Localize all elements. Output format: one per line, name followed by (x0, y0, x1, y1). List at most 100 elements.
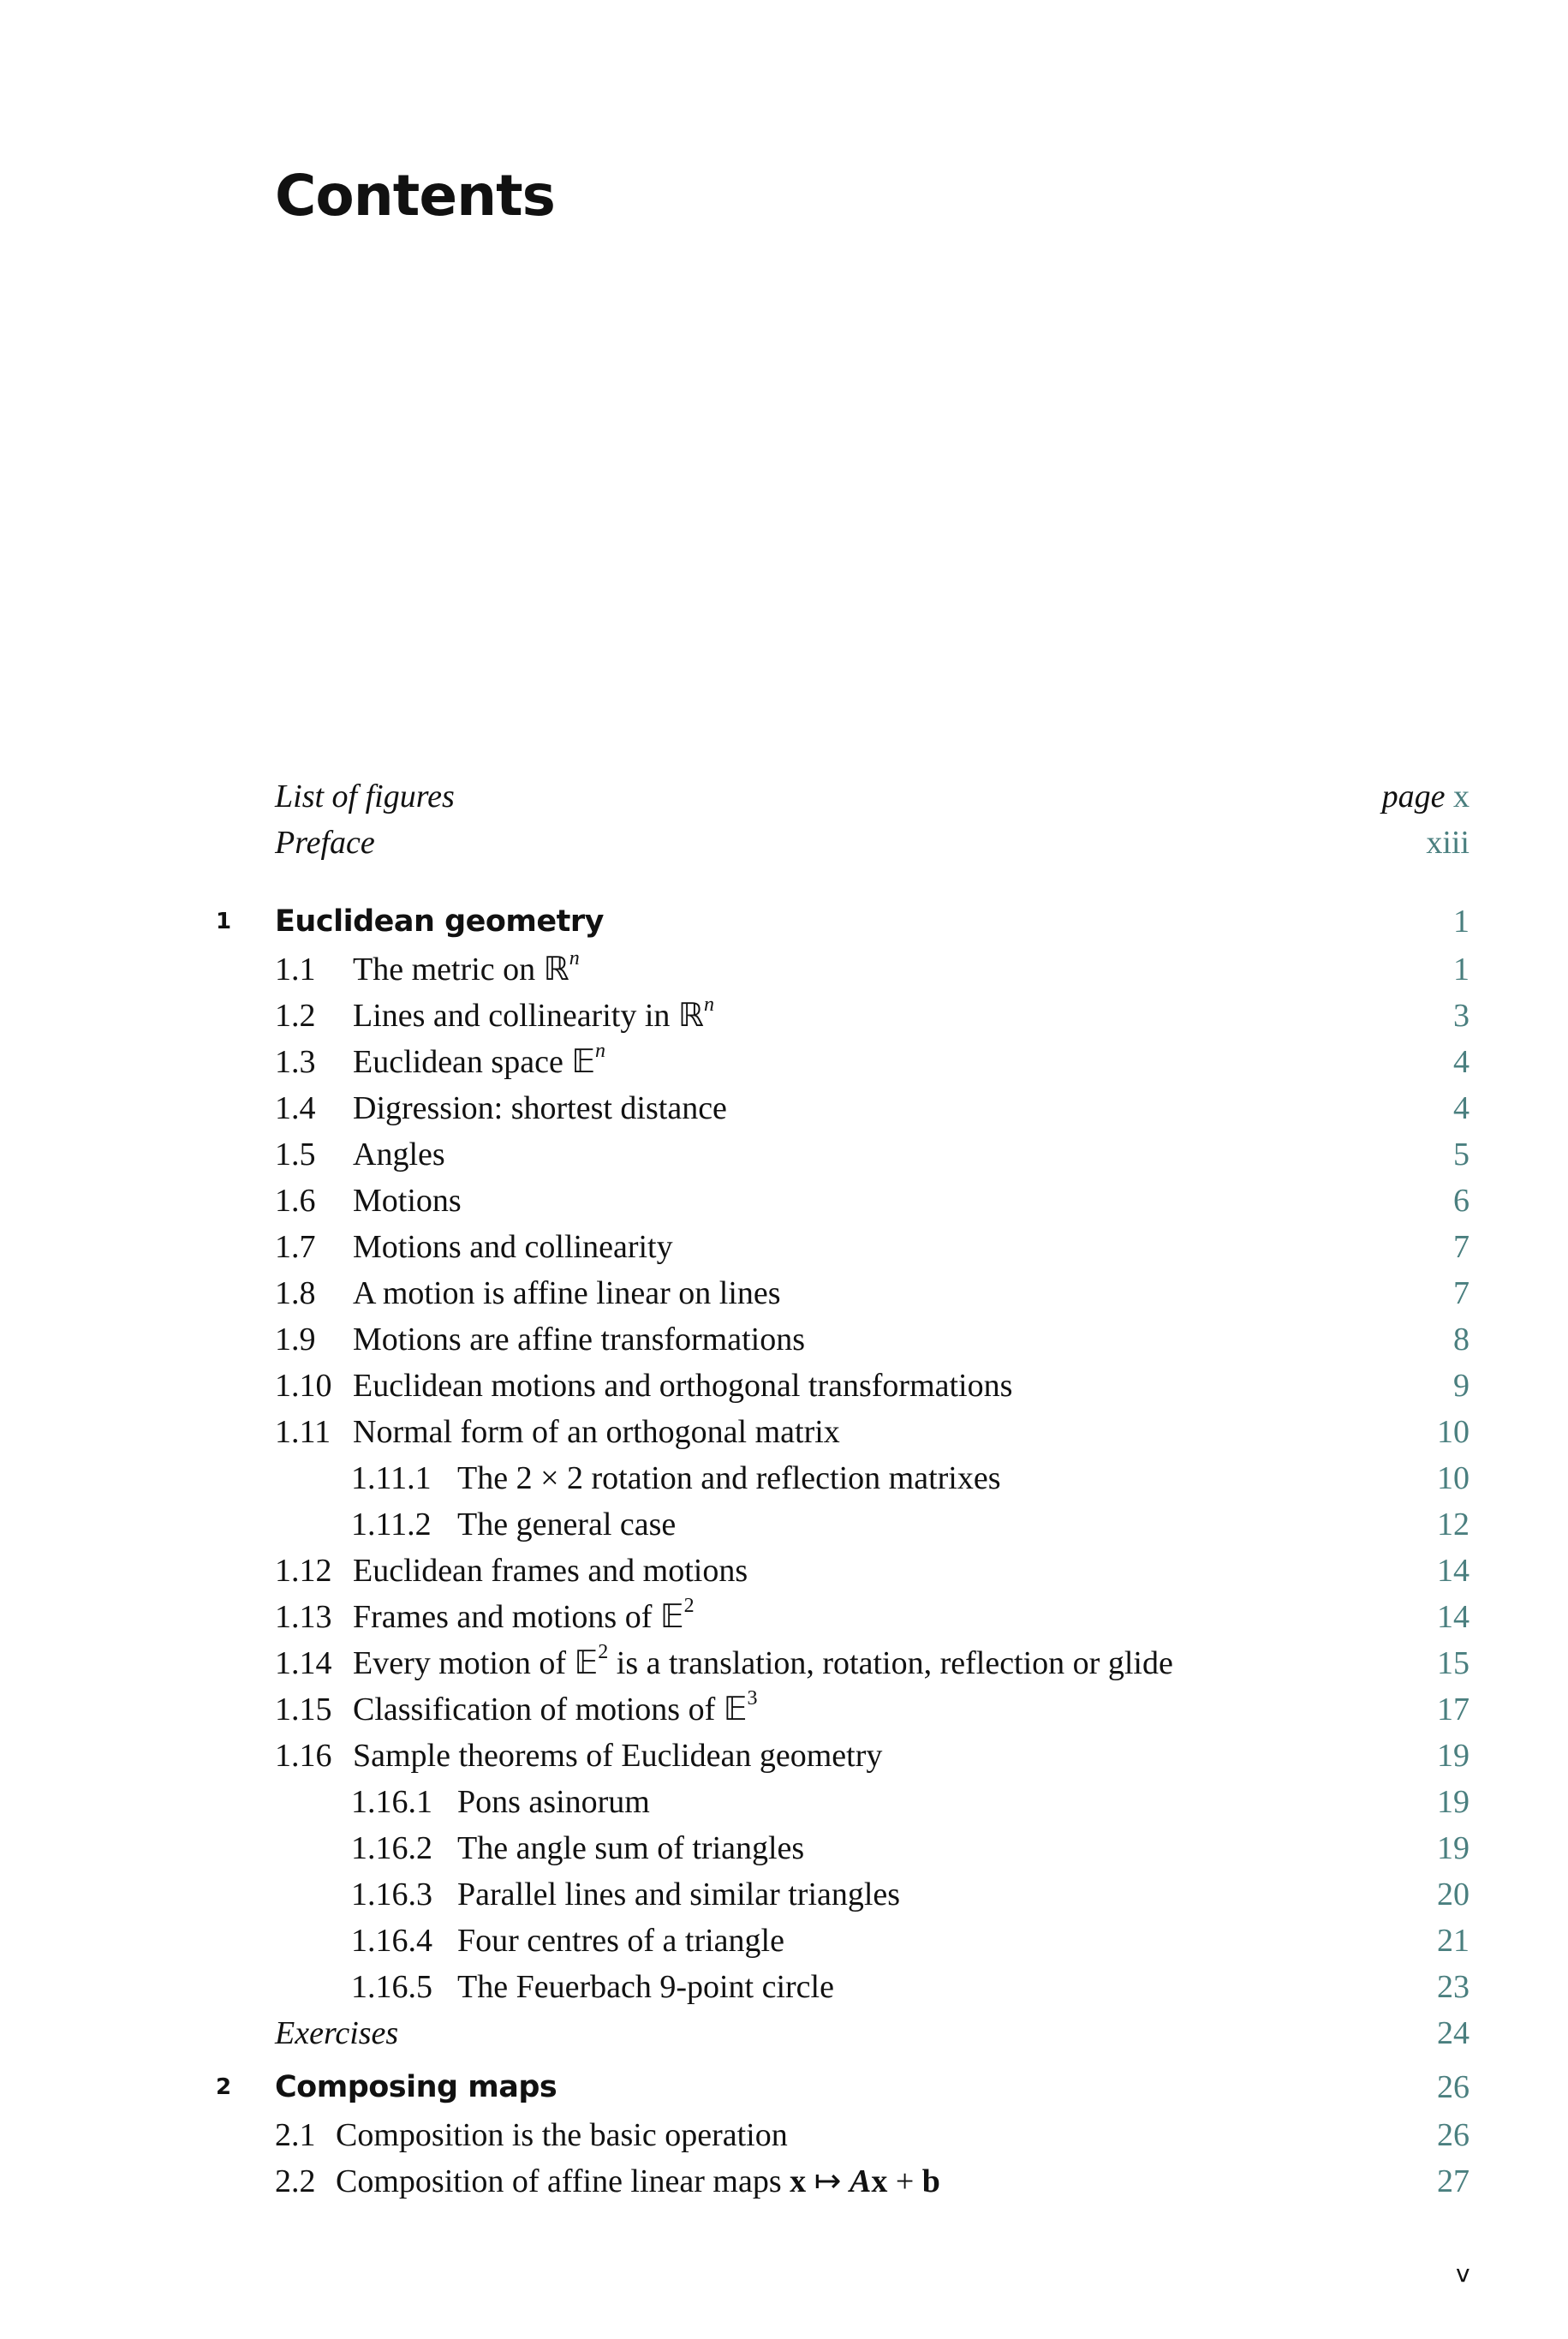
page-link[interactable]: 8 (1453, 1316, 1470, 1363)
toc-entry-section[interactable]: 1.11 Normal form of an orthogonal matrix 1… (0, 1409, 1568, 1455)
toc-entry-section[interactable]: 1.10 Euclidean motions and orthogonal tra… (0, 1363, 1568, 1409)
page-number-link[interactable]: 24 (1437, 2015, 1470, 2051)
page-link[interactable]: 26 (1437, 2112, 1470, 2158)
toc-entry-section[interactable]: 1.13 Frames and motions of 𝔼2 14 (0, 1594, 1568, 1640)
entry-title[interactable]: Parallel lines and similar triangles (457, 1871, 900, 1918)
entry-title[interactable]: The 2 × 2 rotation and reflection matrix… (457, 1455, 1001, 1501)
page-link[interactable]: 3 (1453, 993, 1470, 1039)
entry-title[interactable]: Preface (275, 820, 375, 866)
entry-title[interactable]: Composing maps (275, 2064, 557, 2110)
page-number-link[interactable]: 12 (1437, 1507, 1470, 1542)
entry-title[interactable]: Motions are affine transformations (353, 1316, 805, 1363)
entry-title[interactable]: Pons asinorum (457, 1779, 650, 1825)
page-link[interactable]: 1 (1453, 898, 1470, 945)
toc-entry-front[interactable]: Preface xiii (0, 820, 1568, 866)
entry-title[interactable]: The general case (457, 1501, 676, 1548)
page-number-link[interactable]: 4 (1453, 1090, 1470, 1126)
page-link[interactable]: 10 (1437, 1409, 1470, 1455)
page-link[interactable]: 19 (1437, 1733, 1470, 1779)
page-number-link[interactable]: 19 (1437, 1784, 1470, 1820)
page-number-link[interactable]: 5 (1453, 1137, 1470, 1172)
page-link[interactable]: 7 (1453, 1270, 1470, 1316)
page-link[interactable]: 19 (1437, 1779, 1470, 1825)
page-number-link[interactable]: 6 (1453, 1183, 1470, 1219)
page-link[interactable]: 7 (1453, 1224, 1470, 1270)
toc-entry-section[interactable]: 1.4 Digression: shortest distance 4 (0, 1085, 1568, 1131)
page-number-link[interactable]: 9 (1453, 1368, 1470, 1404)
page-link[interactable]: 4 (1453, 1085, 1470, 1131)
page-link[interactable]: 21 (1437, 1918, 1470, 1964)
entry-title[interactable]: Motions and collinearity (353, 1224, 673, 1270)
toc-entry-section[interactable]: 1.1 The metric on ℝn 1 (0, 946, 1568, 993)
page-link[interactable]: 12 (1437, 1501, 1470, 1548)
page-number-link[interactable]: 19 (1437, 1830, 1470, 1866)
toc-entry-section[interactable]: 1.16 Sample theorems of Euclidean geometr… (0, 1733, 1568, 1779)
page-link[interactable]: 27 (1437, 2158, 1470, 2205)
toc-entry-section[interactable]: 1.2 Lines and collinearity in ℝn 3 (0, 993, 1568, 1039)
toc-entry-section[interactable]: 1.7 Motions and collinearity 7 (0, 1224, 1568, 1270)
toc-entry-front[interactable]: Exercises 24 (0, 2010, 1568, 2056)
entry-title[interactable]: Four centres of a triangle (457, 1918, 784, 1964)
page-link[interactable]: 23 (1437, 1964, 1470, 2010)
page-number-link[interactable]: 4 (1453, 1044, 1470, 1080)
toc-entry-subsection[interactable]: 1.16.5 The Feuerbach 9-point circle 23 (0, 1964, 1568, 2010)
toc-entry-subsection[interactable]: 1.16.2 The angle sum of triangles 19 (0, 1825, 1568, 1871)
page-link[interactable]: 17 (1437, 1686, 1470, 1733)
page-number-link[interactable]: 3 (1453, 998, 1470, 1034)
toc-entry-section[interactable]: 1.6 Motions 6 (0, 1178, 1568, 1224)
toc-entry-section2[interactable]: 2.2 Composition of affine linear maps x ↦… (0, 2158, 1568, 2205)
page-link[interactable]: 14 (1437, 1594, 1470, 1640)
page-number-link[interactable]: 27 (1437, 2163, 1470, 2199)
toc-entry-chapter[interactable]: 2 Composing maps 26 (0, 2064, 1568, 2112)
toc-entry-section[interactable]: 1.9 Motions are affine transformations 8 (0, 1316, 1568, 1363)
page-number-link[interactable]: 26 (1437, 2069, 1470, 2105)
page-number-link[interactable]: 1 (1453, 952, 1470, 988)
page-link[interactable]: 10 (1437, 1455, 1470, 1501)
entry-title[interactable]: Sample theorems of Euclidean geometry (353, 1733, 882, 1779)
page-number-link[interactable]: 20 (1437, 1877, 1470, 1912)
page-number-link[interactable]: 26 (1437, 2117, 1470, 2153)
toc-entry-subsection[interactable]: 1.16.4 Four centres of a triangle 21 (0, 1918, 1568, 1964)
toc-entry-section[interactable]: 1.3 Euclidean space 𝔼n 4 (0, 1039, 1568, 1085)
toc-entry-section[interactable]: 1.14 Every motion of 𝔼2 is a translation,… (0, 1640, 1568, 1686)
entry-title[interactable]: Lines and collinearity in ℝn (353, 993, 714, 1039)
entry-title[interactable]: Every motion of 𝔼2 is a translation, rot… (353, 1640, 1173, 1686)
toc-entry-subsection[interactable]: 1.11.1 The 2 × 2 rotation and reflection … (0, 1455, 1568, 1501)
entry-title[interactable]: Digression: shortest distance (353, 1085, 727, 1131)
entry-title[interactable]: Normal form of an orthogonal matrix (353, 1409, 840, 1455)
toc-entry-section[interactable]: 1.12 Euclidean frames and motions 14 (0, 1548, 1568, 1594)
page-number-link[interactable]: 14 (1437, 1599, 1470, 1635)
page-number-link[interactable]: 17 (1437, 1692, 1470, 1727)
page-number-link[interactable]: 1 (1453, 904, 1470, 940)
entry-title[interactable]: Euclidean motions and orthogonal transfo… (353, 1363, 1012, 1409)
toc-entry-section[interactable]: 1.8 A motion is affine linear on lines 7 (0, 1270, 1568, 1316)
page-link[interactable]: xiii (1426, 820, 1470, 866)
entry-title[interactable]: Angles (353, 1131, 445, 1178)
page-link[interactable]: 1 (1453, 946, 1470, 993)
page-link[interactable]: 4 (1453, 1039, 1470, 1085)
toc-entry-subsection[interactable]: 1.16.3 Parallel lines and similar triangl… (0, 1871, 1568, 1918)
page-link[interactable]: 15 (1437, 1640, 1470, 1686)
entry-title[interactable]: Composition is the basic operation (336, 2112, 788, 2158)
entry-title[interactable]: The metric on ℝn (353, 946, 580, 993)
entry-title[interactable]: List of figures (275, 773, 455, 820)
page-link[interactable]: 9 (1453, 1363, 1470, 1409)
page-link[interactable]: 26 (1437, 2064, 1470, 2110)
page-link[interactable]: page x (1382, 773, 1470, 820)
entry-title[interactable]: Frames and motions of 𝔼2 (353, 1594, 695, 1640)
entry-title[interactable]: Euclidean space 𝔼n (353, 1039, 605, 1085)
entry-title[interactable]: Exercises (275, 2010, 398, 2056)
entry-title[interactable]: Composition of affine linear maps x ↦ Ax… (336, 2158, 940, 2205)
entry-title[interactable]: Euclidean frames and motions (353, 1548, 748, 1594)
entry-title[interactable]: The angle sum of triangles (457, 1825, 804, 1871)
toc-entry-section[interactable]: 1.5 Angles 5 (0, 1131, 1568, 1178)
page-number-link[interactable]: 21 (1437, 1923, 1470, 1959)
page-number-link[interactable]: 7 (1453, 1275, 1470, 1311)
toc-entry-subsection[interactable]: 1.16.1 Pons asinorum 19 (0, 1779, 1568, 1825)
page-number-link[interactable]: 19 (1437, 1738, 1470, 1774)
page-link[interactable]: 6 (1453, 1178, 1470, 1224)
page-number-link[interactable]: 23 (1437, 1969, 1470, 2005)
entry-title[interactable]: The Feuerbach 9-point circle (457, 1964, 834, 2010)
entry-title[interactable]: Classification of motions of 𝔼3 (353, 1686, 757, 1733)
entry-title[interactable]: Euclidean geometry (275, 898, 604, 945)
